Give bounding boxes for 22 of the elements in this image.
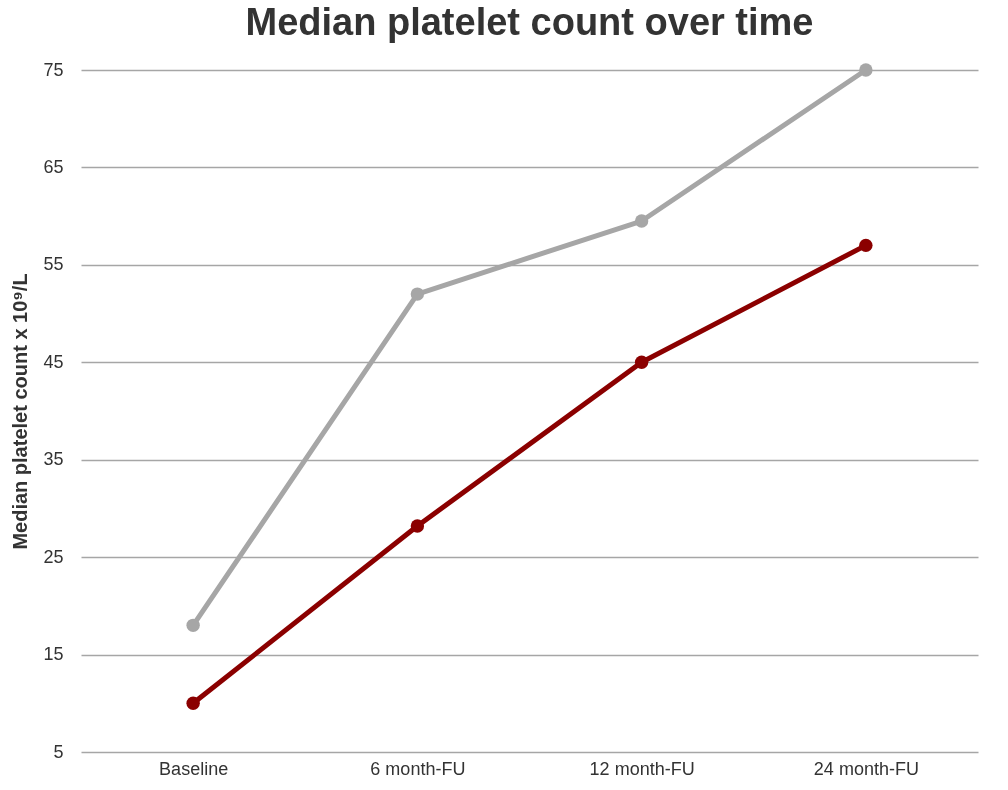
x-tick-label: 6 month-FU xyxy=(370,758,466,779)
point xyxy=(410,519,425,533)
point xyxy=(186,696,200,710)
point xyxy=(634,214,649,228)
point xyxy=(186,618,200,633)
point xyxy=(859,238,873,253)
y-tick-label: 5 xyxy=(53,741,64,762)
chart-title: Median platelet count over time xyxy=(245,1,814,43)
x-tick-label: Baseline xyxy=(159,758,229,779)
y-axis-title: Median platelet count x 10⁹/L xyxy=(9,273,32,550)
y-tick-label: 45 xyxy=(43,351,64,372)
y-tick-label: 65 xyxy=(43,156,64,177)
point xyxy=(410,287,425,301)
x-tick-label: 24 month-FU xyxy=(813,758,919,779)
point xyxy=(859,63,873,77)
y-tick-label: 75 xyxy=(43,59,64,80)
y-tick-label: 25 xyxy=(43,546,64,567)
y-tick-label: 35 xyxy=(43,449,64,470)
y-tick-label: 55 xyxy=(43,254,64,275)
point xyxy=(634,355,649,369)
y-tick-label: 15 xyxy=(43,644,64,665)
x-tick-label: 12 month-FU xyxy=(589,758,695,779)
